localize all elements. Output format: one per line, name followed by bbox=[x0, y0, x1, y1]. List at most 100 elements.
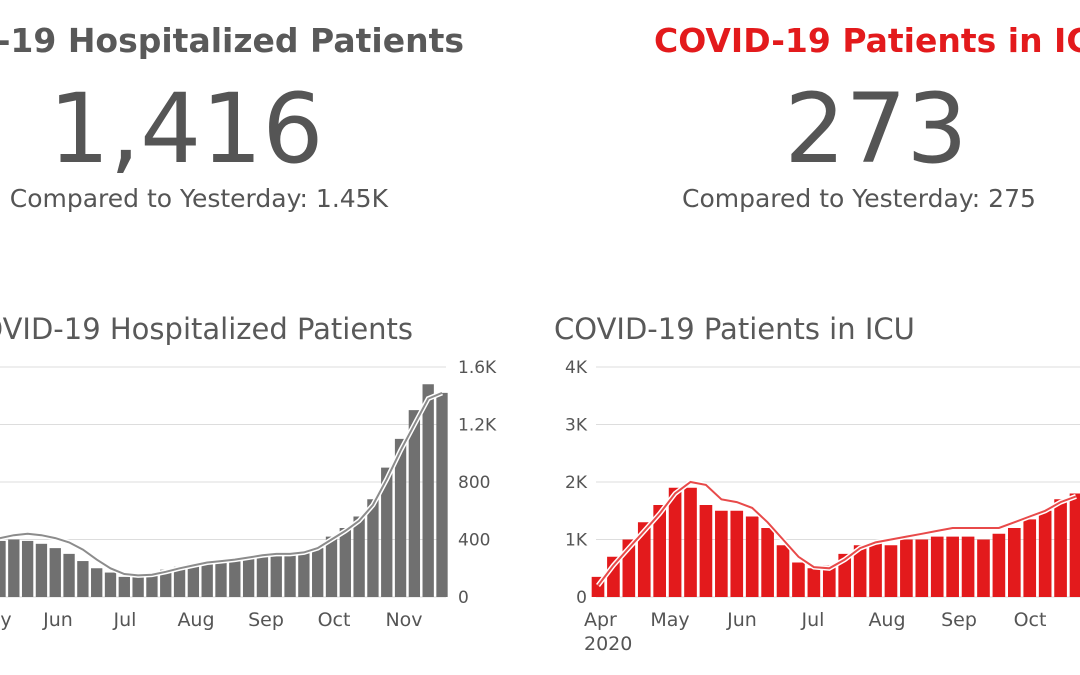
bar bbox=[215, 562, 227, 597]
icu-bars bbox=[591, 487, 1080, 597]
x-tick-label: Oct bbox=[318, 609, 351, 631]
bar bbox=[0, 540, 6, 597]
bar bbox=[408, 410, 421, 597]
x-tick-label: Jul bbox=[113, 609, 137, 631]
bar bbox=[961, 536, 975, 597]
x-tick-label: Jun bbox=[726, 609, 757, 631]
bar bbox=[745, 516, 759, 597]
bar bbox=[668, 487, 682, 597]
bar bbox=[187, 563, 200, 597]
y-tick-label: 400 bbox=[458, 531, 490, 551]
bar bbox=[242, 558, 255, 597]
icu-x-axis: Apr 2020 May Jun Jul Aug Sep Oct bbox=[584, 609, 1046, 655]
bar bbox=[118, 576, 130, 597]
x-tick-label: May bbox=[650, 609, 689, 631]
icu-y-axis: 0 1K 2K 3K 4K bbox=[565, 358, 588, 608]
bar bbox=[422, 384, 434, 597]
y-tick-label: 4K bbox=[565, 358, 588, 378]
bar bbox=[394, 438, 407, 597]
bar bbox=[21, 540, 34, 597]
bar bbox=[35, 543, 48, 597]
bar bbox=[684, 487, 697, 597]
x-tick-label: Oct bbox=[1014, 609, 1047, 631]
bar bbox=[77, 561, 89, 597]
icu-chart: COVID-19 Patients in ICU 0 1K 2K 3K 4K Apr 20… bbox=[554, 312, 1080, 655]
hospitalized-kpi-value: 1,416 bbox=[48, 73, 324, 185]
y-tick-label: 3K bbox=[565, 416, 588, 436]
icu-average-lines bbox=[596, 479, 1077, 588]
bar bbox=[715, 510, 728, 597]
x-tick-label: Jun bbox=[42, 609, 73, 631]
bar bbox=[930, 536, 944, 597]
icu-chart-title: COVID-19 Patients in ICU bbox=[554, 312, 915, 346]
hospitalized-kpi-compare: Compared to Yesterday: 1.45K bbox=[9, 184, 388, 213]
bar bbox=[1054, 499, 1067, 597]
y-tick-label: 1.2K bbox=[458, 416, 497, 436]
bar bbox=[367, 499, 379, 597]
bar bbox=[699, 505, 713, 597]
hospitalized-bars bbox=[0, 384, 448, 597]
bar bbox=[63, 553, 75, 597]
hospitalized-kpi-title: COVID-19 Hospitalized Patients bbox=[0, 21, 464, 60]
bar bbox=[838, 553, 852, 597]
bar bbox=[853, 545, 867, 597]
bar bbox=[104, 572, 117, 597]
y-tick-label: 800 bbox=[458, 473, 490, 493]
x-tick-label: Sep bbox=[941, 609, 977, 631]
bar bbox=[381, 467, 393, 597]
bar bbox=[146, 574, 158, 597]
y-tick-label: 0 bbox=[576, 588, 587, 608]
hospitalized-x-axis: May Jun Jul Aug Sep Oct Nov bbox=[0, 609, 423, 631]
hospitalized-chart-title: COVID-19 Hospitalized Patients bbox=[0, 312, 413, 346]
bar bbox=[807, 568, 821, 597]
hospitalized-average-lines bbox=[0, 390, 443, 578]
y-tick-label: 0 bbox=[458, 588, 469, 608]
bar bbox=[1008, 528, 1021, 597]
bar bbox=[977, 539, 990, 597]
x-tick-label: Apr 2020 bbox=[584, 609, 632, 655]
bar bbox=[270, 553, 282, 597]
bar bbox=[339, 528, 351, 597]
bar bbox=[8, 539, 20, 597]
icu-kpi-value: 273 bbox=[784, 73, 968, 185]
bar bbox=[1023, 519, 1037, 597]
bar bbox=[256, 555, 269, 597]
bar bbox=[1038, 510, 1052, 597]
bar bbox=[298, 552, 310, 597]
y-tick-label: 1.6K bbox=[458, 358, 497, 378]
bar bbox=[1069, 493, 1080, 597]
x-tick-label: Nov bbox=[385, 609, 422, 631]
bar bbox=[900, 539, 913, 597]
icu-kpi-compare: Compared to Yesterday: 275 bbox=[682, 184, 1036, 213]
bar bbox=[201, 562, 213, 597]
bar bbox=[353, 516, 365, 597]
bar bbox=[884, 545, 898, 597]
bar bbox=[173, 566, 186, 597]
bar bbox=[637, 522, 651, 597]
x-tick-label: Aug bbox=[868, 609, 905, 631]
bar bbox=[653, 505, 666, 597]
average-line bbox=[597, 480, 1077, 587]
x-tick-label: May bbox=[0, 609, 12, 631]
y-tick-label: 1K bbox=[565, 531, 588, 551]
bar bbox=[284, 555, 296, 597]
hospitalized-chart: COVID-19 Hospitalized Patients 0 400 800 1.… bbox=[0, 312, 497, 631]
bar bbox=[160, 569, 172, 597]
bar bbox=[436, 392, 448, 597]
bar bbox=[761, 528, 774, 597]
x-tick-label: Aug bbox=[177, 609, 214, 631]
hospitalized-y-axis: 0 400 800 1.2K 1.6K bbox=[458, 358, 497, 608]
x-tick-label: Jul bbox=[801, 609, 825, 631]
bar bbox=[792, 562, 805, 597]
bar bbox=[229, 561, 241, 597]
bar bbox=[91, 568, 103, 597]
bar bbox=[776, 545, 790, 597]
bar bbox=[132, 575, 144, 597]
bar bbox=[325, 536, 338, 597]
bar bbox=[915, 539, 929, 597]
bar bbox=[946, 536, 959, 597]
bar bbox=[869, 542, 882, 597]
y-tick-label: 2K bbox=[565, 473, 588, 493]
bar bbox=[730, 510, 744, 597]
bar bbox=[49, 548, 61, 597]
